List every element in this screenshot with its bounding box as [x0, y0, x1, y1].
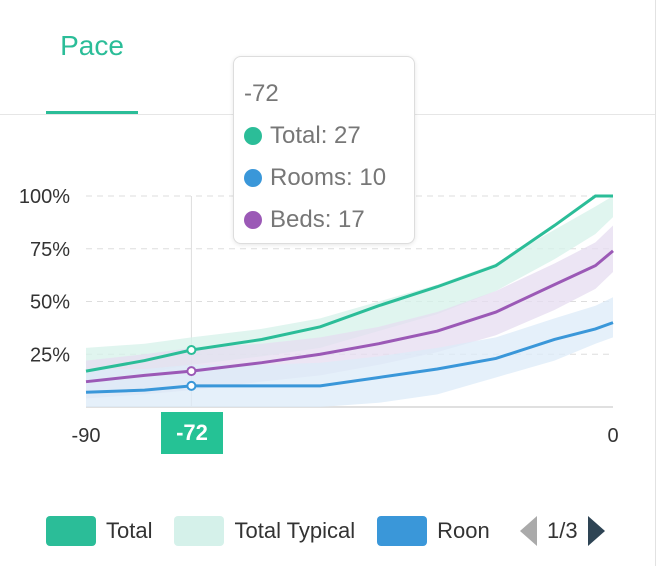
legend: Total Total Typical Roon	[46, 516, 512, 546]
tooltip-beds: Beds: 17	[270, 206, 365, 233]
marker-rooms	[186, 380, 197, 391]
legend-item-rooms[interactable]: Roon	[377, 516, 490, 546]
panel-border	[655, 0, 656, 566]
line-total	[85, 194, 613, 373]
legend-swatch	[174, 516, 225, 546]
y-tick-label: 75%	[30, 239, 70, 261]
tooltip-row-total: Total: 27	[244, 115, 414, 157]
legend-item-total-typical[interactable]: Total Typical	[174, 516, 355, 546]
legend-label: Total Typical	[234, 518, 356, 543]
legend-label: Roon	[437, 518, 490, 543]
marker-total	[186, 345, 197, 356]
total-dot-icon	[244, 127, 262, 145]
tooltip-rooms: Rooms: 10	[270, 164, 387, 191]
y-tick-label: 100%	[19, 186, 70, 208]
tooltip: -72 Total: 27 Rooms: 10 Beds: 17	[233, 56, 415, 244]
legend-swatch	[46, 516, 96, 546]
beds-dot-icon	[244, 211, 262, 229]
y-tick-label: 25%	[30, 344, 70, 366]
legend-pager: 1/3	[520, 516, 605, 546]
tooltip-row-beds: Beds: 17	[244, 199, 414, 241]
legend-page-indicator: 1/3	[547, 518, 578, 543]
crosshair-x-label: -72	[161, 412, 223, 454]
tooltip-total: Total: 27	[270, 122, 361, 149]
marker-beds	[186, 366, 197, 377]
line-beds	[85, 249, 614, 384]
tab-active-indicator	[46, 111, 138, 115]
rooms-dot-icon	[244, 169, 262, 187]
legend-item-total[interactable]: Total	[46, 516, 152, 546]
legend-swatch	[377, 516, 428, 546]
y-tick-label: 50%	[30, 292, 70, 314]
tab-pace[interactable]: Pace	[60, 30, 124, 61]
tooltip-title: -72	[244, 80, 279, 107]
line-rooms	[85, 321, 614, 394]
x-tick-label: -90	[72, 425, 101, 447]
band-beds	[86, 225, 613, 399]
band-rooms	[86, 297, 613, 407]
prev-page-icon[interactable]	[520, 516, 537, 546]
next-page-icon[interactable]	[587, 516, 605, 546]
legend-label: Total	[106, 518, 153, 543]
x-tick-label: 0	[607, 425, 618, 447]
tooltip-row-rooms: Rooms: 10	[244, 157, 414, 199]
